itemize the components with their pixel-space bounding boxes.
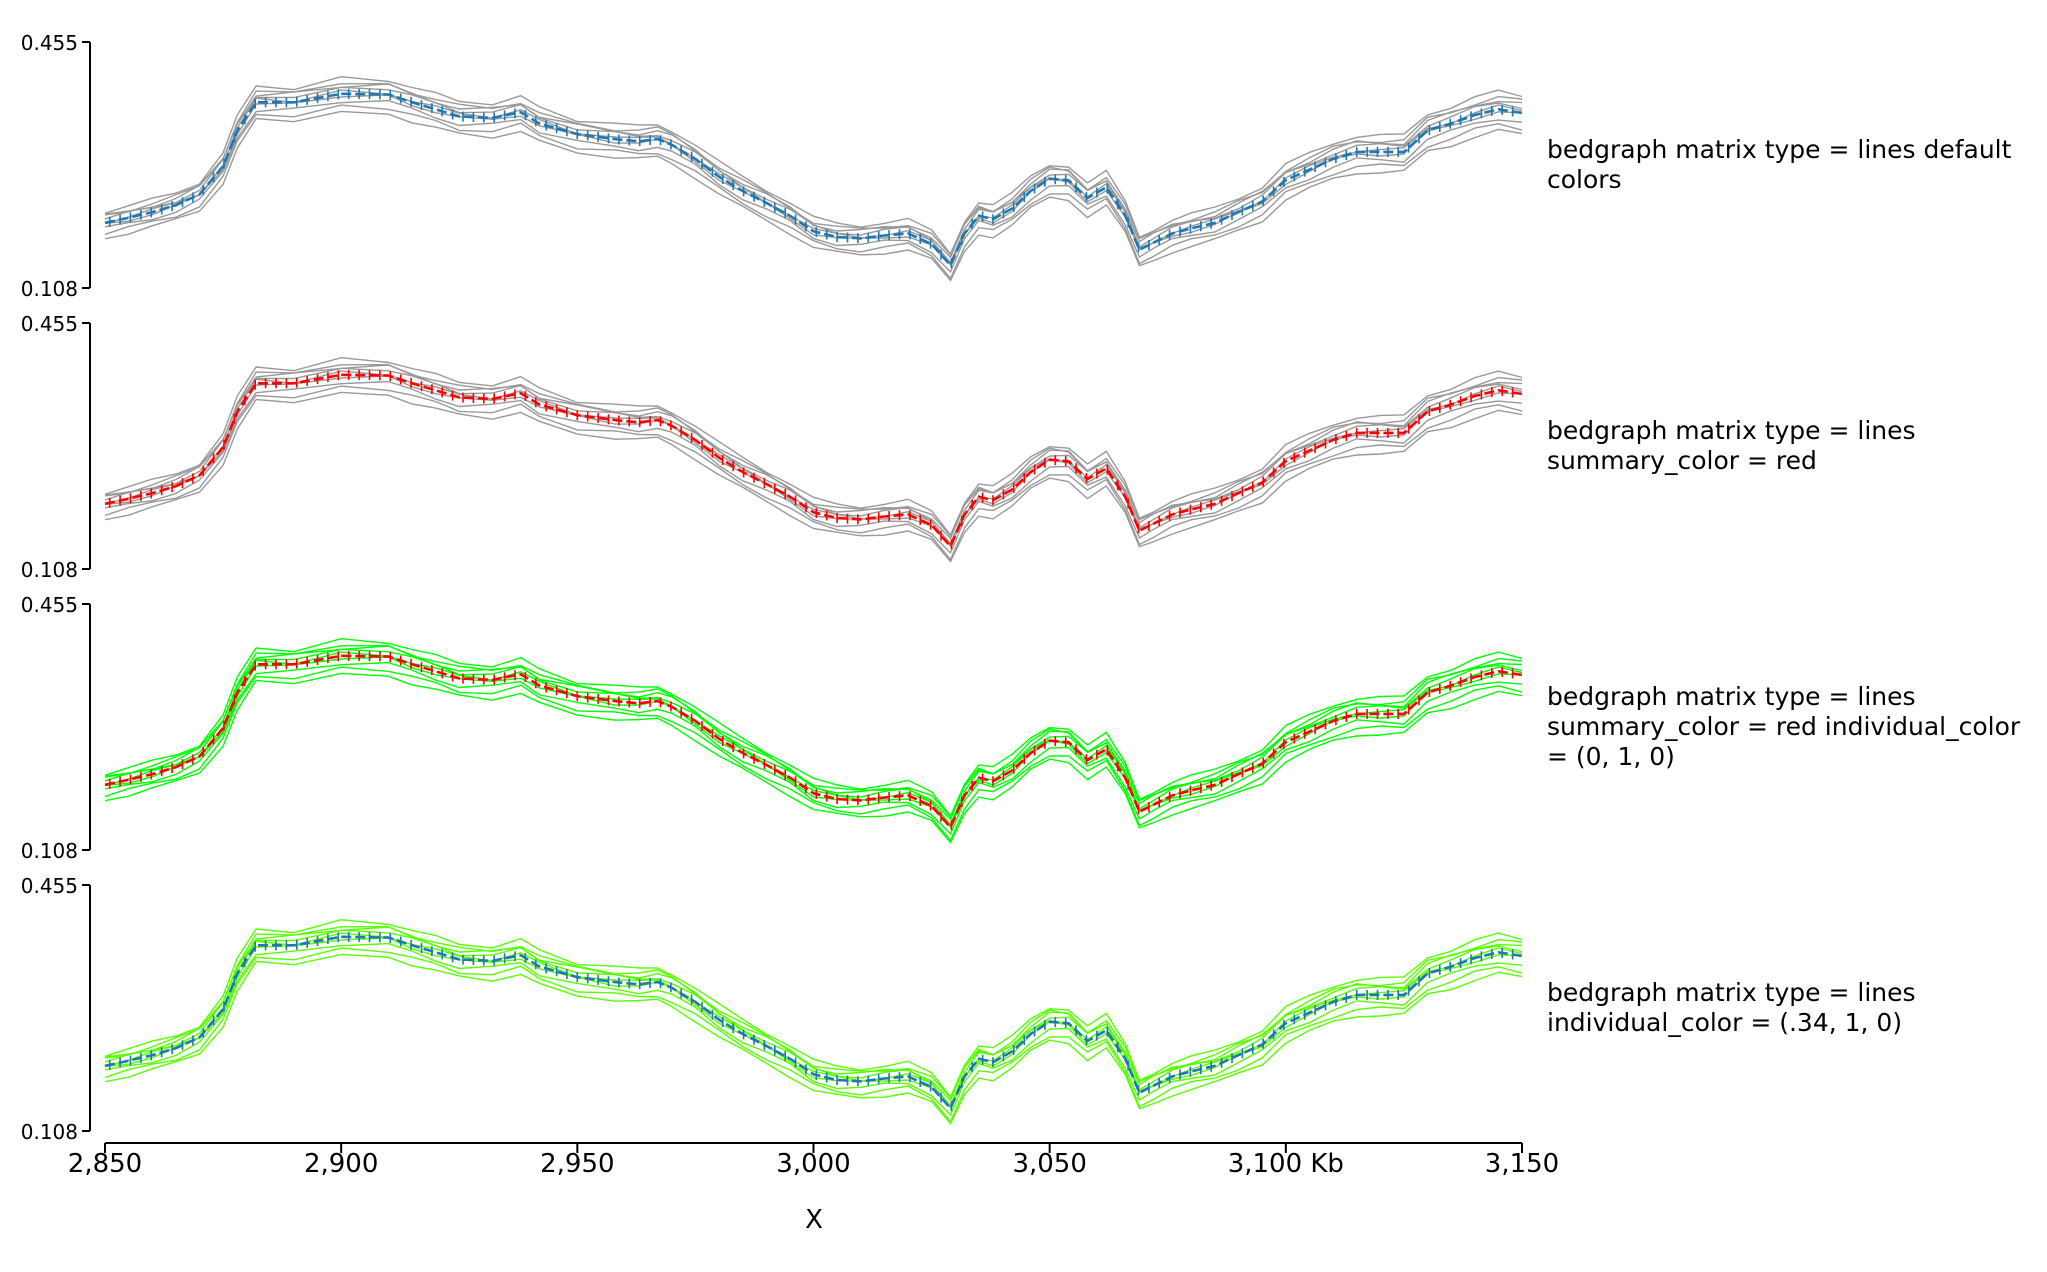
- panel-label: summary_color = red individual_color: [1547, 712, 2021, 741]
- panel-label: = (0, 1, 0): [1547, 742, 1675, 771]
- panel-label: bedgraph matrix type = lines: [1547, 682, 1916, 711]
- x-tick-label: 2,850: [68, 1149, 142, 1179]
- x-tick-label: 2,950: [540, 1149, 614, 1179]
- panel-label: individual_color = (.34, 1, 0): [1547, 1008, 1902, 1037]
- x-axis: 2,850 2,900 2,950 3,000 3,050 3,100 Kb 3,150 X: [68, 1142, 1559, 1235]
- individual-line: [104, 385, 1523, 561]
- panel-2: 0.455 0.108 bedgraph matrix type = linessu…: [21, 312, 1916, 582]
- individual-line: [104, 356, 1523, 537]
- individual-line: [104, 391, 1523, 563]
- individual-line: [104, 75, 1523, 256]
- individual-line: [104, 661, 1523, 836]
- panel-label: bedgraph matrix type = lines default: [1547, 135, 2012, 164]
- panel-label: summary_color = red: [1547, 446, 1817, 475]
- individual-line: [104, 947, 1523, 1123]
- summary-line: [104, 373, 1523, 549]
- individual-line: [104, 82, 1523, 257]
- individual-line: [104, 86, 1523, 264]
- individual-line: [104, 953, 1523, 1125]
- individual-line: [104, 666, 1523, 842]
- x-tick-label: 3,050: [1012, 1149, 1086, 1179]
- summary-line: [104, 92, 1523, 268]
- individual-line: [104, 918, 1523, 1099]
- panel-3: 0.455 0.108 bedgraph matrix type = linessu…: [21, 593, 2021, 863]
- panel-4: 0.455 0.108 bedgraph matrix type = linesin…: [21, 874, 1916, 1144]
- x-tick-label: 3,100 Kb: [1228, 1149, 1344, 1179]
- individual-line: [104, 644, 1523, 819]
- individual-line: [104, 672, 1523, 844]
- individual-line: [104, 110, 1523, 282]
- individual-line: [104, 367, 1523, 545]
- y-tick-label: 0.455: [21, 31, 78, 55]
- y-tick-label: 0.108: [21, 1120, 78, 1144]
- individual-line: [104, 363, 1523, 538]
- x-axis-label: X: [805, 1205, 823, 1235]
- panel-label: colors: [1547, 165, 1622, 194]
- individual-line: [104, 648, 1523, 826]
- x-ticks: 2,850 2,900 2,950 3,000 3,050 3,100 Kb 3,150: [68, 1143, 1559, 1179]
- individual-line: [104, 925, 1523, 1100]
- y-tick-label: 0.108: [21, 839, 78, 863]
- y-tick-label: 0.455: [21, 874, 78, 898]
- x-tick-label: 2,900: [304, 1149, 378, 1179]
- individual-line: [104, 637, 1523, 818]
- panels: 0.455 0.108 bedgraph matrix type = lines d…: [21, 31, 2021, 1144]
- y-tick-label: 0.455: [21, 593, 78, 617]
- panel-label: bedgraph matrix type = lines: [1547, 978, 1916, 1007]
- individual-line: [104, 380, 1523, 555]
- y-tick-label: 0.455: [21, 312, 78, 336]
- y-tick-label: 0.108: [21, 558, 78, 582]
- panel-1: 0.455 0.108 bedgraph matrix type = lines d…: [21, 31, 2012, 301]
- individual-line: [104, 99, 1523, 274]
- x-tick-label: 3,000: [776, 1149, 850, 1179]
- summary-line: [104, 654, 1523, 830]
- y-tick-label: 0.108: [21, 277, 78, 301]
- individual-line: [104, 942, 1523, 1117]
- panel-label: bedgraph matrix type = lines: [1547, 416, 1916, 445]
- x-tick-label: 3,150: [1485, 1149, 1559, 1179]
- individual-line: [104, 929, 1523, 1107]
- individual-line: [104, 104, 1523, 280]
- summary-line: [104, 935, 1523, 1111]
